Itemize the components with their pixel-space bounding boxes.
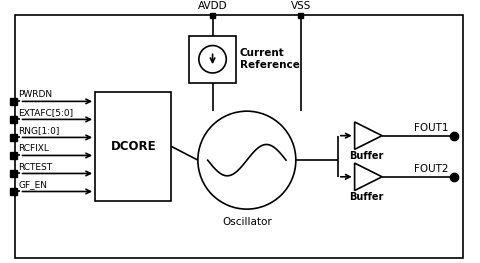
Text: Buffer: Buffer (349, 193, 384, 203)
Text: RCFIXL: RCFIXL (19, 144, 49, 154)
Text: Oscillator: Oscillator (222, 217, 272, 227)
Polygon shape (355, 122, 382, 149)
Text: DCORE: DCORE (110, 140, 156, 153)
Bar (10, 116, 17, 123)
Text: GF_EN: GF_EN (19, 180, 48, 190)
Text: FOUT1: FOUT1 (414, 123, 449, 133)
Text: RNG[1:0]: RNG[1:0] (19, 127, 60, 135)
Text: RCTEST: RCTEST (19, 163, 53, 171)
Bar (10, 98, 17, 105)
Text: VSS: VSS (290, 1, 311, 11)
Bar (10, 188, 17, 195)
Bar (10, 170, 17, 177)
Text: Buffer: Buffer (349, 151, 384, 161)
Bar (189, 36, 236, 83)
Text: PWRDN: PWRDN (19, 90, 53, 99)
Text: Current
Reference: Current Reference (240, 48, 300, 70)
Bar (95, 92, 171, 201)
Text: FOUT2: FOUT2 (414, 164, 449, 174)
Circle shape (198, 111, 296, 209)
Text: EXTAFC[5:0]: EXTAFC[5:0] (19, 108, 74, 118)
Bar (10, 134, 17, 141)
Text: AVDD: AVDD (198, 1, 228, 11)
Bar (210, 13, 215, 18)
Circle shape (199, 45, 226, 73)
Polygon shape (355, 163, 382, 190)
Bar (298, 13, 303, 18)
Bar (10, 152, 17, 159)
